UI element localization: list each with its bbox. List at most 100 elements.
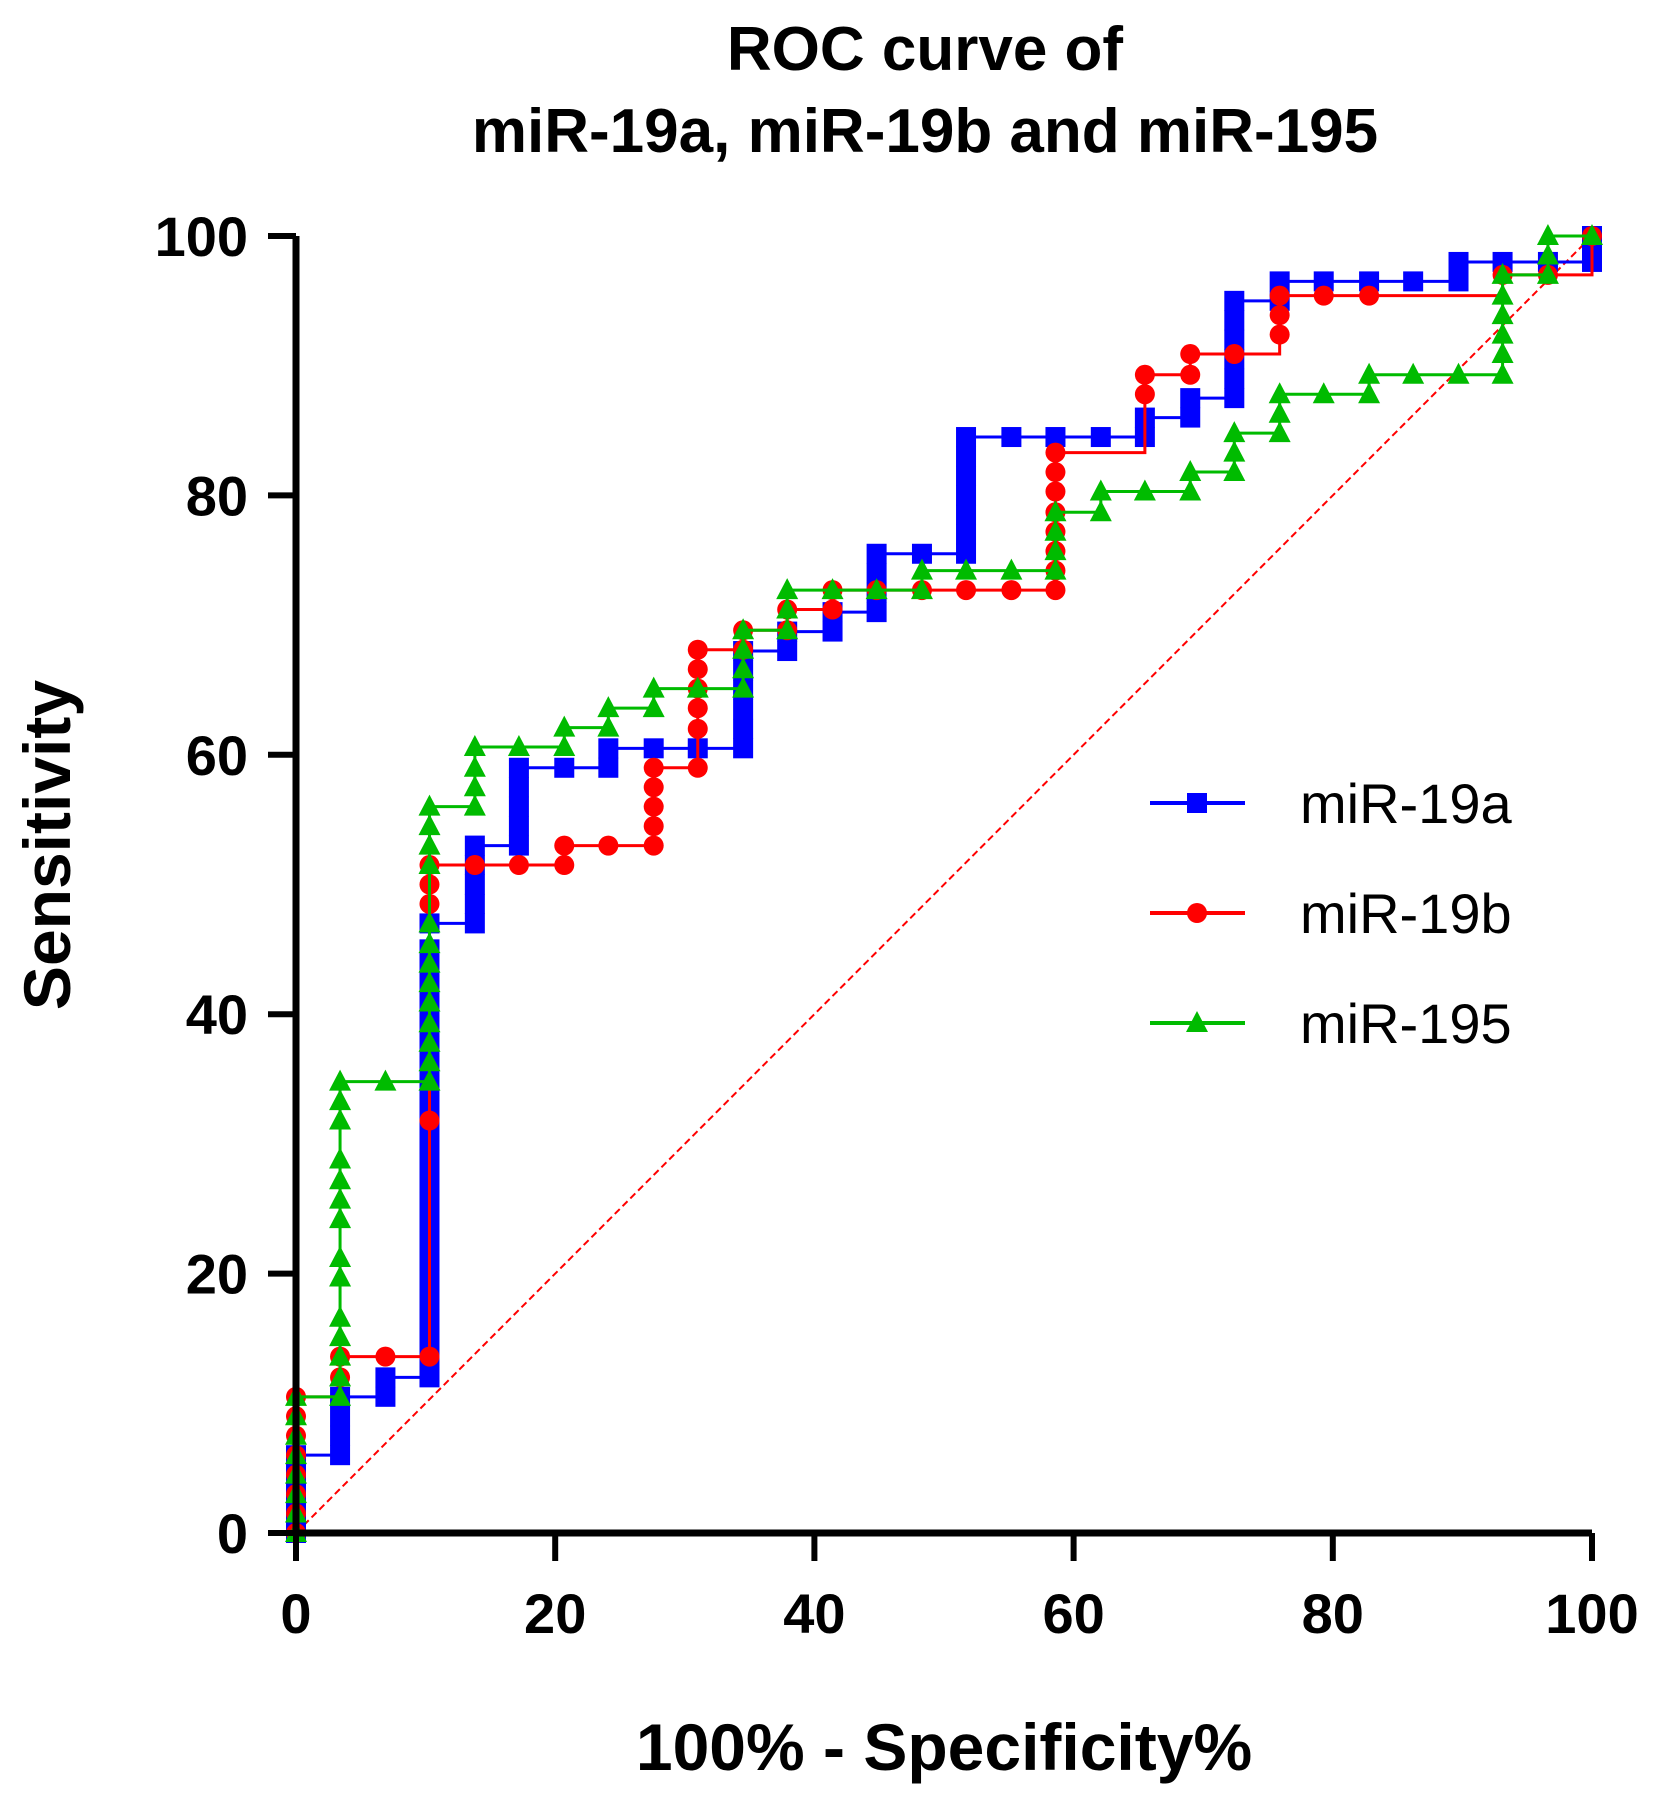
data-point [418,1050,441,1072]
data-point [1224,388,1245,409]
data-point [463,735,486,757]
data-point [1000,558,1023,580]
data-point [1403,271,1424,292]
data-point [1536,262,1559,284]
data-point [418,1069,441,1091]
chart-title-line-2: miR-19a, miR-19b and miR-195 [472,97,1378,166]
data-point [733,718,754,739]
data-point [419,1346,440,1367]
data-point [329,1108,352,1130]
data-point [330,1406,351,1427]
data-point [1313,285,1334,306]
data-point [1402,362,1425,384]
x-tick-label: 60 [1042,1582,1104,1645]
data-point [463,755,486,777]
data-point [1581,224,1603,245]
data-point [1044,539,1067,561]
data-point [1536,224,1559,245]
data-point [329,1344,352,1366]
x-tick-label: 80 [1302,1582,1364,1645]
data-point [1313,271,1334,292]
data-point [329,1265,352,1287]
y-tick-label: 60 [186,724,248,787]
data-point [554,835,575,856]
data-point [329,1365,352,1387]
data-point [464,855,485,876]
data-point [686,676,709,698]
data-point [1491,342,1514,364]
legend-entry-miR-195: miR-195 [1150,992,1512,1055]
data-point [329,1187,352,1209]
data-point [463,794,486,816]
legend-marker [1187,903,1207,923]
data-point [329,1305,352,1327]
data-point [508,796,529,817]
data-point [732,676,755,698]
legend-marker [1186,1011,1208,1032]
data-point [329,1168,352,1190]
data-point [956,504,977,525]
data-point [1224,329,1245,350]
data-point [1180,388,1201,409]
x-tick-label: 20 [524,1582,586,1645]
legend-entry-miR-19b: miR-19b [1150,882,1512,945]
data-point [1268,421,1291,443]
data-point [329,1147,352,1169]
axes: 0 20 40 60 80 100 0 20 40 60 80 100 [155,205,1639,1645]
data-point [643,738,664,759]
data-point [643,796,664,817]
data-point [508,777,529,798]
data-point [956,524,977,545]
data-point [418,990,441,1012]
data-point [418,833,441,855]
data-point [554,757,575,778]
data-point [418,794,441,816]
data-point [733,699,754,720]
series-layer [285,224,1603,1543]
data-point [956,446,977,467]
data-point [821,578,844,600]
data-point [418,971,441,993]
data-point [1358,382,1381,404]
data-point [1269,305,1290,326]
x-axis-label: 100% - Specificity% [636,1710,1252,1784]
data-point [776,578,799,600]
data-point [1090,427,1111,448]
data-point [1134,384,1155,405]
legend: miR-19a miR-19b miR-195 [1150,772,1512,1055]
data-point [375,1346,396,1367]
data-point [1045,427,1066,448]
data-point [956,427,977,448]
chart-title-line-1: ROC curve of [727,15,1124,84]
data-point [1536,243,1559,265]
data-point [1044,519,1067,541]
legend-label: miR-19b [1300,882,1512,945]
data-point [1001,580,1022,601]
chart-title: ROC curve of miR-19a, miR-19b and miR-19… [472,15,1378,166]
data-point [1269,285,1290,306]
data-point [1045,462,1066,483]
data-point [464,835,485,856]
data-point [1179,460,1202,482]
data-point [866,563,887,584]
data-point [956,485,977,506]
data-point [956,543,977,564]
data-point [1447,362,1470,384]
data-point [911,543,932,564]
data-point [553,735,576,757]
data-point [1044,558,1067,580]
data-point [1491,283,1514,305]
data-point [418,1011,441,1033]
data-point [777,641,798,662]
data-point [1001,427,1022,448]
data-point [508,757,529,778]
data-point [956,580,977,601]
data-point [418,932,441,954]
data-point [329,1384,352,1406]
data-point [643,777,664,798]
data-point [1224,310,1245,331]
data-point [463,775,486,797]
data-point [598,738,619,759]
data-point [687,659,708,680]
